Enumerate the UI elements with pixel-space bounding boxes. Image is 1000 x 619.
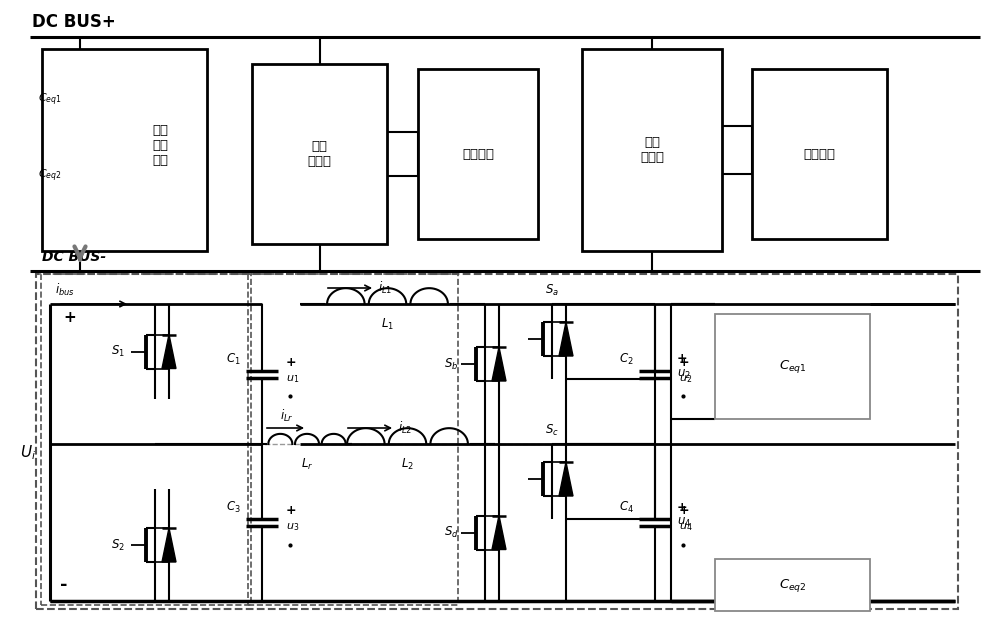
Text: 直流
变换器: 直流 变换器	[640, 136, 664, 164]
Text: $u_4$: $u_4$	[677, 516, 691, 529]
Text: $L_1$: $L_1$	[381, 316, 394, 332]
Bar	[582, 49, 722, 251]
Bar	[752, 69, 887, 239]
Text: $U_i$: $U_i$	[20, 443, 36, 462]
Text: $i_{Lr}$: $i_{Lr}$	[280, 408, 294, 424]
Bar	[248, 274, 458, 605]
Bar	[41, 274, 251, 605]
Bar	[252, 64, 387, 244]
Text: DC BUS+: DC BUS+	[32, 13, 116, 31]
Text: $C_1$: $C_1$	[226, 352, 241, 366]
Text: $L_r$: $L_r$	[301, 456, 313, 472]
Text: $u_2$: $u_2$	[677, 368, 691, 381]
Text: $S_c$: $S_c$	[545, 422, 559, 438]
Text: $C_{eq2}$: $C_{eq2}$	[38, 168, 62, 184]
Text: $S_1$: $S_1$	[111, 344, 125, 359]
Text: $u_2$: $u_2$	[679, 373, 692, 385]
Text: 纹波
抑制
电路: 纹波 抑制 电路	[153, 124, 169, 168]
Text: -: -	[60, 576, 68, 594]
Polygon shape	[162, 334, 176, 368]
Bar	[42, 49, 207, 251]
Text: +: +	[63, 310, 76, 324]
Text: 交流负载: 交流负载	[462, 147, 494, 160]
Text: $C_2$: $C_2$	[619, 352, 634, 366]
Polygon shape	[162, 528, 176, 562]
Text: $C_{eq1}$: $C_{eq1}$	[38, 92, 62, 108]
Bar	[418, 69, 538, 239]
Text: $S_d$: $S_d$	[444, 525, 458, 540]
Text: $C_4$: $C_4$	[619, 500, 634, 515]
Polygon shape	[559, 462, 573, 496]
Polygon shape	[492, 516, 506, 550]
Text: +: +	[677, 501, 688, 514]
Bar	[715, 314, 870, 419]
Text: $i_{bus}$: $i_{bus}$	[55, 282, 75, 298]
Text: +: +	[286, 504, 297, 517]
Text: $i_{L2}$: $i_{L2}$	[398, 420, 412, 436]
Text: $C_{eq2}$: $C_{eq2}$	[779, 576, 806, 594]
Bar	[715, 559, 870, 611]
Text: +: +	[677, 352, 688, 365]
Polygon shape	[559, 322, 573, 356]
Text: +: +	[286, 356, 297, 369]
Text: $u_3$: $u_3$	[286, 522, 299, 534]
Text: $L_2$: $L_2$	[401, 456, 414, 472]
Polygon shape	[492, 347, 506, 381]
Text: 直流负载: 直流负载	[804, 147, 836, 160]
Text: DC BUS-: DC BUS-	[42, 250, 106, 264]
Text: 单相
逆变器: 单相 逆变器	[308, 140, 332, 168]
Text: $i_{L1}$: $i_{L1}$	[378, 280, 392, 296]
Bar	[36, 274, 958, 609]
Text: $C_3$: $C_3$	[226, 500, 241, 515]
Text: $u_4$: $u_4$	[679, 522, 693, 534]
Text: $C_{eq1}$: $C_{eq1}$	[779, 358, 806, 375]
Text: +: +	[679, 356, 690, 369]
Text: $S_b$: $S_b$	[444, 357, 458, 371]
Text: $S_2$: $S_2$	[111, 537, 125, 553]
Text: $S_a$: $S_a$	[545, 282, 559, 298]
Text: +: +	[679, 504, 690, 517]
Text: $u_1$: $u_1$	[286, 373, 299, 385]
